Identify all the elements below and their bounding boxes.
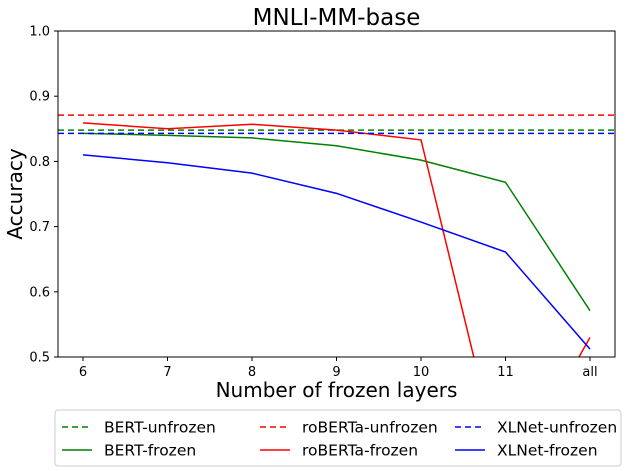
x-tick-label: 9 — [332, 365, 340, 380]
series-layer — [58, 114, 615, 357]
legend-frame — [54, 409, 622, 467]
legend-entry-label: BERT-frozen — [104, 442, 196, 460]
y-tick-label: 1.0 — [29, 25, 50, 40]
y-tick-label: 0.5 — [29, 351, 50, 366]
x-tick-label: 11 — [497, 365, 514, 380]
legend-entry-label: roBERTa-frozen — [302, 442, 418, 460]
y-axis: 0.5 0.6 0.7 0.8 0.9 1.0 — [29, 25, 58, 366]
x-tick-label: 6 — [79, 365, 87, 380]
series-line-bert-frozen — [82, 132, 591, 312]
series-line-roberta-frozen — [82, 122, 591, 357]
x-axis-label: Number of frozen layers — [216, 378, 458, 402]
x-tick-label: all — [582, 365, 597, 380]
chart-title: MNLI-MM-base — [253, 5, 421, 31]
legend-entry-label: XLNet-frozen — [497, 442, 598, 460]
x-tick-label: 10 — [413, 365, 430, 380]
y-tick-label: 0.9 — [29, 90, 50, 105]
y-tick-label: 0.7 — [29, 220, 50, 235]
legend-entry-label: XLNet-unfrozen — [497, 419, 617, 437]
y-axis-label: Accuracy — [3, 148, 27, 239]
y-tick-label: 0.8 — [29, 155, 50, 170]
legend: BERT-unfrozen BERT-frozen roBERTa-unfrozen… — [54, 409, 622, 467]
legend-entry-label: BERT-unfrozen — [104, 419, 216, 437]
legend-entry-label: roBERTa-unfrozen — [302, 419, 438, 437]
y-tick-label: 0.6 — [29, 285, 50, 300]
x-tick-label: 7 — [163, 365, 171, 380]
x-tick-label: 8 — [248, 365, 256, 380]
series-line-xlnet-frozen — [82, 154, 591, 350]
x-axis: 6 7 8 9 10 11 all — [79, 357, 598, 380]
